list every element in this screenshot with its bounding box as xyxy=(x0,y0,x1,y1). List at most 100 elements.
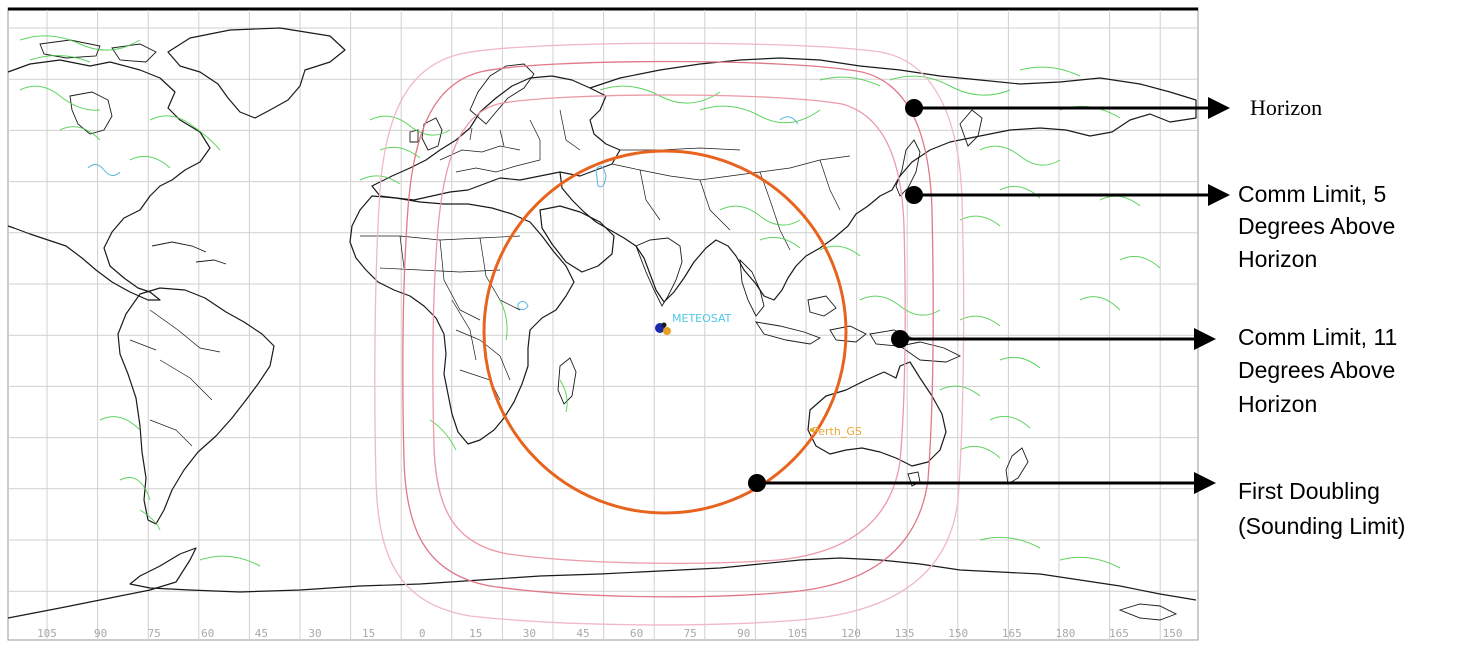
antarctica-shelf-outline xyxy=(1118,603,1178,621)
horizon-ring xyxy=(374,42,965,626)
longitude-tick-label: 45 xyxy=(576,627,589,640)
longitude-tick-label: 15 xyxy=(469,627,482,640)
comm-limit-11-label: Comm Limit, 11 Degrees Above Horizon xyxy=(1238,324,1404,417)
longitude-tick-label: 75 xyxy=(684,627,697,640)
india-outline xyxy=(635,237,683,307)
north-america-outline xyxy=(7,59,211,301)
annotation-first-doubling: First Doubling (Sounding Limit) xyxy=(748,472,1405,539)
longitude-axis: 105 90 75 60 45 30 15 0 15 30 45 60 75 90 105 120 135 150… xyxy=(37,627,1182,640)
longitude-tick-label: 165 xyxy=(1002,627,1022,640)
comm-limit-11-label-line: Horizon xyxy=(1238,391,1317,417)
longitude-tick-label: 105 xyxy=(787,627,807,640)
kamchatka-outline xyxy=(959,109,983,147)
longitude-tick-label: 180 xyxy=(1055,627,1075,640)
longitude-tick-label: 45 xyxy=(255,627,268,640)
europe-borders xyxy=(439,109,581,173)
hudson-bay-outline xyxy=(69,91,113,135)
graticule xyxy=(8,10,1198,640)
weather-contour xyxy=(199,536,1121,569)
longitude-tick-label: 30 xyxy=(523,627,536,640)
first-doubling-label: First Doubling (Sounding Limit) xyxy=(1238,478,1405,539)
longitude-tick-label: 135 xyxy=(895,627,915,640)
british-isles-outline xyxy=(409,117,443,151)
longitude-tick-label: 30 xyxy=(308,627,321,640)
weather-contour xyxy=(99,416,161,531)
longitude-tick-label: 150 xyxy=(1163,627,1183,640)
first-doubling-arrowhead xyxy=(1194,472,1216,494)
annotation-comm-limit-11: Comm Limit, 11 Degrees Above Horizon xyxy=(891,324,1404,417)
ground-station-label: Perth_GS xyxy=(812,425,862,438)
horizon-label-line: Horizon xyxy=(1250,95,1322,120)
comm-limit-11-arrowhead xyxy=(1194,328,1216,350)
longitude-tick-label: 0 xyxy=(419,627,426,640)
first-doubling-label-line: (Sounding Limit) xyxy=(1238,513,1405,539)
new-guinea-outline xyxy=(898,341,962,363)
horizon-label: Horizon xyxy=(1250,95,1322,120)
coastlines xyxy=(7,27,1197,621)
horizon-arrowhead xyxy=(1208,97,1230,119)
arabia-outline xyxy=(539,205,615,273)
japan-outline xyxy=(895,139,921,197)
lake-victoria xyxy=(517,300,529,311)
longitude-tick-label: 60 xyxy=(201,627,214,640)
weather-contour xyxy=(599,76,881,124)
comm-limit-11-ring xyxy=(432,94,906,565)
world-map: 105 90 75 60 45 30 15 0 15 30 45 60 75 90 105 120 135 150… xyxy=(7,7,1199,641)
longitude-tick-label: 150 xyxy=(948,627,968,640)
weather-contour xyxy=(939,385,1031,459)
longitude-tick-label: 90 xyxy=(737,627,750,640)
antarctica-outline xyxy=(7,547,1197,619)
southeast-asia-outline xyxy=(739,258,765,317)
satellite-icon xyxy=(655,322,671,335)
comm-limit-5-label-line: Comm Limit, 5 xyxy=(1238,181,1386,207)
coverage-rings xyxy=(374,42,965,626)
longitude-tick-label: 90 xyxy=(94,627,107,640)
comm-limit-5-label-line: Degrees Above xyxy=(1238,213,1395,239)
satellite-marker: METEOSAT xyxy=(655,312,732,335)
longitude-tick-label: 165 xyxy=(1109,627,1129,640)
south-america-borders xyxy=(129,309,221,447)
weather-contour xyxy=(19,35,141,111)
ground-station-icon xyxy=(810,428,814,432)
comm-limit-5-label-line: Horizon xyxy=(1238,246,1317,272)
australia-outline xyxy=(807,361,947,467)
map-frame xyxy=(7,7,1199,641)
comm-limit-5-arrowhead xyxy=(1208,184,1230,206)
comm-limit-5-ring xyxy=(402,60,934,598)
great-lakes xyxy=(87,164,121,176)
south-america-outline xyxy=(117,287,275,525)
caribbean-outline xyxy=(151,241,227,265)
greenland-outline xyxy=(167,27,346,119)
annotation-horizon: Horizon xyxy=(905,95,1322,120)
new-zealand-outline xyxy=(1005,447,1029,485)
scandinavia-outline xyxy=(469,63,535,125)
asia-outline xyxy=(559,57,1197,303)
comm-limit-11-label-line: Comm Limit, 11 xyxy=(1238,324,1397,350)
first-doubling-label-line: First Doubling xyxy=(1238,478,1380,504)
lakes xyxy=(87,116,799,311)
indonesia-outline xyxy=(755,295,913,347)
ground-station-marker: Perth_GS xyxy=(810,425,862,438)
weather-contour xyxy=(359,115,451,185)
asia-borders xyxy=(611,147,851,251)
longitude-tick-label: 60 xyxy=(630,627,643,640)
annotations: Horizon Comm Limit, 5 Degrees Above Hori… xyxy=(748,95,1405,539)
annotation-comm-limit-5: Comm Limit, 5 Degrees Above Horizon xyxy=(905,181,1402,272)
longitude-tick-label: 75 xyxy=(148,627,161,640)
sounding-limit-ring xyxy=(482,149,848,515)
weather-contour xyxy=(59,115,221,169)
weather-contours xyxy=(19,35,1161,569)
lake-baikal xyxy=(779,116,799,125)
satellite-label: METEOSAT xyxy=(672,312,732,325)
madagascar-outline xyxy=(557,357,577,405)
caspian-sea xyxy=(595,165,607,188)
weather-contour xyxy=(719,205,861,257)
longitude-tick-label: 120 xyxy=(841,627,861,640)
longitude-tick-label: 15 xyxy=(362,627,375,640)
weather-contour xyxy=(429,299,568,451)
europe-outline xyxy=(371,75,621,201)
comm-limit-5-label: Comm Limit, 5 Degrees Above Horizon xyxy=(1238,181,1402,272)
comm-limit-11-label-line: Degrees Above xyxy=(1238,357,1395,383)
longitude-tick-label: 105 xyxy=(37,627,57,640)
